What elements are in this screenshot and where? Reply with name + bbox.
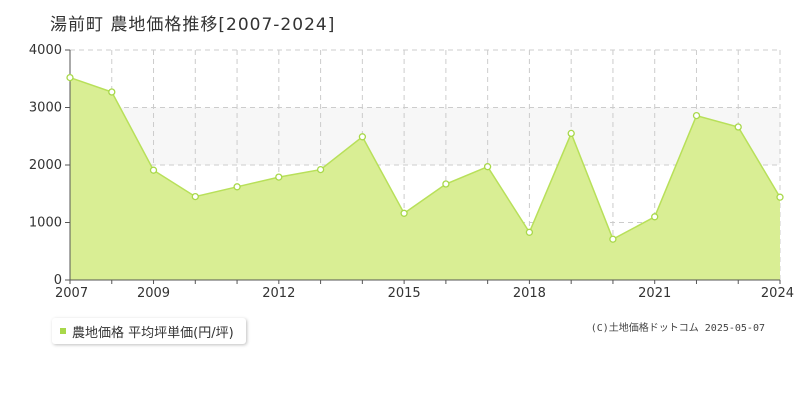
data-point [734,123,742,131]
y-tick-label: 3000 [29,101,62,116]
data-point [233,183,241,191]
series-area [70,77,780,280]
series-line [69,76,781,241]
data-point [66,73,74,82]
data-point [400,209,408,217]
data-point [609,235,617,243]
x-tick-label: 2012 [262,286,295,301]
data-point [108,88,116,96]
data-point [567,129,575,138]
data-point [525,228,534,236]
data-point [275,173,283,181]
area-chart: 0 1000 2000 3000 4000 2007 2009 2012 2015 2018 20… [29,43,794,301]
data-point [442,180,450,188]
data-point [316,165,325,174]
chart-title: 湯前町 農地価格推移[2007-2024] [50,15,336,35]
x-tick-label: 2007 [55,286,88,301]
data-point [149,166,158,174]
x-tick-label: 2024 [761,286,794,301]
y-tick-label: 2000 [29,158,62,173]
data-point [191,192,199,201]
y-tick-label: 0 [54,273,62,288]
data-point [483,163,492,171]
x-tick-label: 2021 [638,286,671,301]
band-shading [70,107,780,165]
legend: 農地価格 平均坪単価(円/坪) [52,318,246,344]
data-point [776,193,784,201]
y-tick-label: 1000 [29,216,62,231]
x-tick-label: 2009 [137,286,170,301]
data-point [358,133,367,141]
data-point [692,111,701,120]
legend-label: 農地価格 平均坪単価(円/坪) [72,325,234,341]
x-tick-label: 2015 [388,286,421,301]
y-tick-label: 4000 [29,43,62,58]
data-point [651,213,659,221]
copyright-text: (C)土地価格ドットコム 2025-05-07 [590,323,765,334]
x-tick-label: 2018 [513,286,546,301]
legend-swatch [60,328,66,334]
